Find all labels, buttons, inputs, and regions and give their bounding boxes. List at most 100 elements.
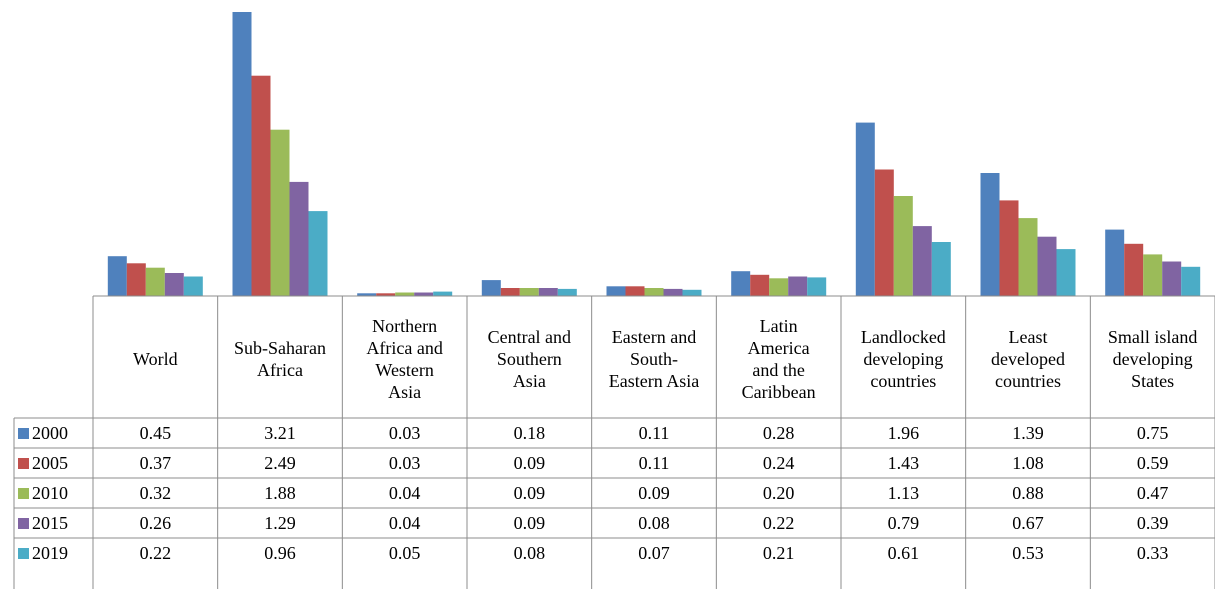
table-cell: 0.03: [388, 452, 421, 473]
table-cell: 0.45: [139, 422, 172, 443]
bar-2010-2: [395, 292, 415, 296]
legend-swatch: [18, 457, 29, 469]
table-cell: 0.08: [513, 542, 546, 563]
table-cell: 0.33: [1136, 542, 1169, 563]
bar-2019-7: [1056, 249, 1076, 296]
bar-2015-4: [663, 288, 683, 296]
bar-2010-1: [270, 129, 290, 296]
category-label: World: [133, 349, 178, 369]
legend-entry: 2019: [14, 538, 92, 568]
legend-label: 2005: [32, 452, 68, 473]
category-label: Least developed countries: [991, 327, 1065, 391]
bar-2010-0: [145, 267, 165, 296]
legend-entry: 2000: [14, 418, 92, 448]
table-cell: 1.43: [887, 452, 920, 473]
bar-2015-2: [414, 292, 434, 296]
bar-2015-8: [1162, 261, 1182, 296]
bar-2000-8: [1105, 229, 1125, 296]
table-cell: 0.18: [513, 422, 546, 443]
bar-2000-2: [357, 293, 377, 296]
table-cell: 0.11: [638, 422, 670, 443]
bar-2019-3: [557, 288, 577, 296]
category-label: Northern Africa and Western Asia: [366, 316, 443, 402]
legend-swatch: [18, 517, 29, 529]
category-label: Landlocked developing countries: [860, 327, 946, 391]
legend-swatch: [18, 547, 29, 559]
table-cell: 0.67: [1012, 512, 1044, 533]
legend-swatch: [18, 487, 29, 499]
table-cell: 0.21: [762, 542, 795, 563]
bar-2005-7: [999, 200, 1019, 296]
bar-2010-3: [519, 288, 539, 296]
legend-label: 2000: [32, 422, 68, 443]
bar-2000-3: [481, 280, 501, 296]
table-cell: 0.22: [762, 512, 795, 533]
table-cell: 0.61: [887, 542, 920, 563]
legend-entry: 2005: [14, 448, 92, 478]
bar-2015-0: [164, 273, 184, 296]
bar-2010-5: [769, 278, 789, 296]
table-cell: 0.37: [139, 452, 172, 473]
legend-swatch: [18, 427, 29, 439]
bar-2019-0: [183, 276, 203, 296]
bar-2000-7: [980, 173, 1000, 296]
bar-2005-3: [500, 288, 520, 296]
table-cell: 1.08: [1012, 452, 1044, 473]
table-cell: 0.09: [513, 512, 546, 533]
table-cell: 0.53: [1012, 542, 1044, 563]
bar-2019-5: [807, 277, 827, 296]
category-label: Eastern and South- Eastern Asia: [608, 327, 700, 391]
table-cell: 0.07: [638, 542, 670, 563]
table-cell: 0.04: [388, 482, 421, 503]
bar-2005-0: [126, 263, 146, 296]
legend-label: 2010: [32, 482, 68, 503]
bar-2019-1: [308, 211, 328, 296]
table-cell: 0.03: [388, 422, 421, 443]
bar-2000-5: [731, 271, 751, 296]
table-cell: 0.09: [513, 452, 546, 473]
category-label: Central and Southern Asia: [487, 327, 572, 391]
bar-2005-2: [376, 293, 396, 296]
table-cell: 0.28: [762, 422, 795, 443]
table-cell: 0.08: [638, 512, 670, 533]
table-cell: 2.49: [264, 452, 296, 473]
bar-2010-7: [1018, 218, 1038, 296]
table-cell: 1.88: [264, 482, 296, 503]
table-cell: 0.59: [1136, 452, 1169, 473]
bar-2005-8: [1124, 243, 1144, 296]
table-cell: 1.39: [1012, 422, 1044, 443]
table-cell: 0.09: [513, 482, 546, 503]
table-cell: 0.20: [762, 482, 795, 503]
table-cell: 0.96: [264, 542, 296, 563]
bar-2019-4: [682, 289, 702, 296]
table-cell: 0.88: [1012, 482, 1044, 503]
table-cell: 0.09: [638, 482, 670, 503]
bar-2000-4: [606, 286, 626, 296]
bar-2010-6: [893, 196, 913, 296]
bar-2000-1: [232, 12, 252, 296]
table-cell: 0.39: [1136, 512, 1169, 533]
bar-2005-4: [625, 286, 645, 296]
table-cell: 0.11: [638, 452, 670, 473]
table-cell: 0.26: [139, 512, 172, 533]
bar-2015-1: [289, 181, 309, 296]
bar-2019-2: [433, 291, 453, 296]
table-cell: 1.13: [887, 482, 920, 503]
category-label: Latin America and the Caribbean: [741, 316, 816, 402]
category-label: Sub-Saharan Africa: [233, 338, 326, 380]
bar-2015-3: [538, 288, 558, 296]
bar-2019-6: [931, 242, 951, 296]
bar-2000-0: [107, 256, 127, 296]
bar-2005-1: [251, 75, 271, 296]
legend-label: 2019: [32, 542, 68, 563]
legend-label: 2015: [32, 512, 68, 533]
table-cell: 0.05: [388, 542, 421, 563]
bar-2010-4: [644, 288, 664, 296]
bar-2019-8: [1181, 266, 1201, 296]
table-cell: 1.96: [887, 422, 920, 443]
table-cell: 0.24: [762, 452, 795, 473]
table-cell: 3.21: [264, 422, 296, 443]
table-cell: 0.79: [887, 512, 920, 533]
bar-2015-5: [788, 276, 808, 296]
